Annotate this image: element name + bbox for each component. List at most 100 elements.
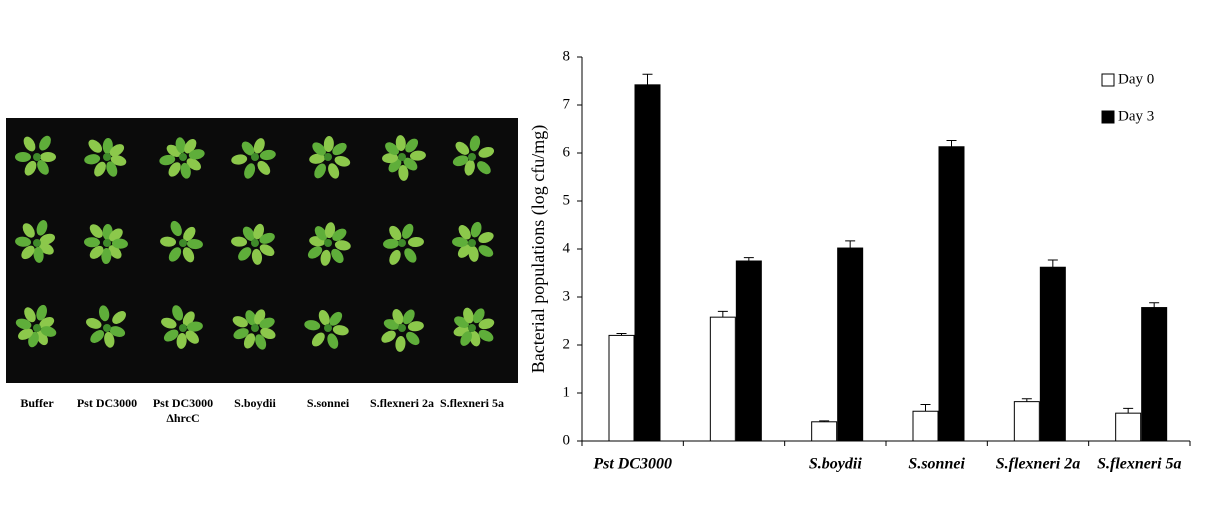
rosette-center bbox=[398, 239, 406, 247]
rosette-center bbox=[103, 153, 111, 161]
leaf bbox=[332, 325, 349, 336]
bar bbox=[811, 421, 838, 442]
leaf bbox=[458, 225, 471, 240]
leaf bbox=[89, 224, 103, 238]
leaf bbox=[329, 311, 343, 326]
leaf bbox=[314, 163, 327, 179]
error-bar bbox=[717, 310, 728, 318]
error-bar bbox=[819, 420, 830, 422]
leaf bbox=[183, 226, 196, 242]
error-bar bbox=[845, 240, 856, 249]
leaf bbox=[160, 236, 177, 247]
leaf bbox=[260, 327, 276, 340]
leaf bbox=[407, 237, 424, 248]
leaf bbox=[463, 307, 474, 324]
leaf bbox=[243, 333, 256, 349]
leaf bbox=[36, 220, 48, 236]
leaf bbox=[389, 225, 402, 241]
bar bbox=[938, 146, 965, 442]
x-tick-label: Pst DC3000 bbox=[592, 456, 672, 473]
leaf bbox=[24, 160, 37, 176]
x-tick-label: S.boydii bbox=[809, 456, 862, 473]
leaf bbox=[242, 226, 255, 242]
leaf bbox=[478, 147, 495, 158]
y-tick-label: 7 bbox=[563, 96, 571, 112]
legend-label: Day 0 bbox=[1118, 71, 1154, 87]
photo-label: Pst DC3000 bbox=[77, 396, 137, 410]
error-bar bbox=[946, 140, 957, 147]
leaf bbox=[102, 138, 113, 155]
error-bar bbox=[743, 257, 754, 261]
leaf bbox=[255, 334, 267, 350]
rosette-center bbox=[251, 153, 259, 161]
leaf bbox=[111, 238, 128, 249]
leaf bbox=[182, 247, 195, 263]
leaf bbox=[406, 331, 420, 346]
bar bbox=[735, 260, 762, 442]
leaf bbox=[23, 136, 36, 152]
leaf bbox=[327, 333, 339, 349]
plants bbox=[15, 135, 495, 352]
leaf bbox=[464, 159, 475, 176]
leaf bbox=[383, 238, 400, 249]
bar bbox=[608, 334, 635, 442]
photo-label: ΔhrcC bbox=[166, 411, 199, 425]
leaf bbox=[245, 310, 257, 326]
photo-label: S.boydii bbox=[234, 396, 276, 410]
bar bbox=[709, 316, 736, 442]
rosette-center bbox=[33, 239, 41, 247]
leaf bbox=[472, 308, 485, 324]
y-tick-label: 0 bbox=[563, 432, 571, 448]
leaf bbox=[407, 321, 424, 332]
leaf bbox=[324, 222, 336, 239]
leaf bbox=[334, 155, 351, 167]
x-tick-label: S.sonnei bbox=[908, 456, 965, 473]
leaf bbox=[389, 249, 401, 265]
leaf bbox=[109, 144, 125, 157]
leaf bbox=[175, 137, 186, 154]
leaf bbox=[232, 316, 248, 328]
leaf bbox=[468, 245, 479, 262]
error-bar bbox=[1021, 398, 1032, 402]
leaf bbox=[39, 233, 56, 245]
leaf bbox=[22, 223, 35, 238]
error-bar bbox=[642, 73, 653, 85]
leaf bbox=[478, 245, 494, 257]
leaf bbox=[110, 155, 127, 166]
leaf bbox=[39, 135, 51, 151]
leaf bbox=[460, 331, 473, 346]
leaf bbox=[331, 248, 344, 264]
rosette-center bbox=[33, 324, 41, 332]
rosette-center bbox=[251, 324, 259, 332]
rosette-center bbox=[103, 324, 111, 332]
photo-label: S.sonnei bbox=[307, 396, 350, 410]
leaf bbox=[24, 307, 36, 323]
leaf bbox=[312, 142, 326, 156]
leaf bbox=[253, 138, 265, 154]
leaf bbox=[259, 232, 275, 244]
leaf bbox=[101, 247, 112, 264]
leaf bbox=[314, 226, 328, 241]
rosette-center bbox=[179, 324, 187, 332]
leaf bbox=[186, 158, 201, 171]
leaf bbox=[37, 160, 49, 175]
leaf bbox=[469, 330, 481, 347]
y-tick-label: 2 bbox=[563, 336, 571, 352]
leaf bbox=[180, 162, 191, 179]
leaf bbox=[109, 228, 123, 242]
rosette-center bbox=[179, 239, 187, 247]
leaf bbox=[404, 248, 417, 263]
error-bar bbox=[1047, 259, 1058, 268]
leaf bbox=[94, 161, 106, 177]
leaf bbox=[401, 223, 414, 239]
rosette-center bbox=[251, 239, 259, 247]
leaf bbox=[40, 326, 57, 337]
leaf bbox=[170, 220, 182, 237]
leaf bbox=[455, 141, 470, 155]
leaf bbox=[403, 157, 418, 171]
bar bbox=[1013, 401, 1040, 442]
y-tick-label: 8 bbox=[563, 48, 571, 64]
leaf bbox=[176, 332, 187, 349]
bar bbox=[837, 247, 864, 442]
rosette-center bbox=[468, 239, 476, 247]
